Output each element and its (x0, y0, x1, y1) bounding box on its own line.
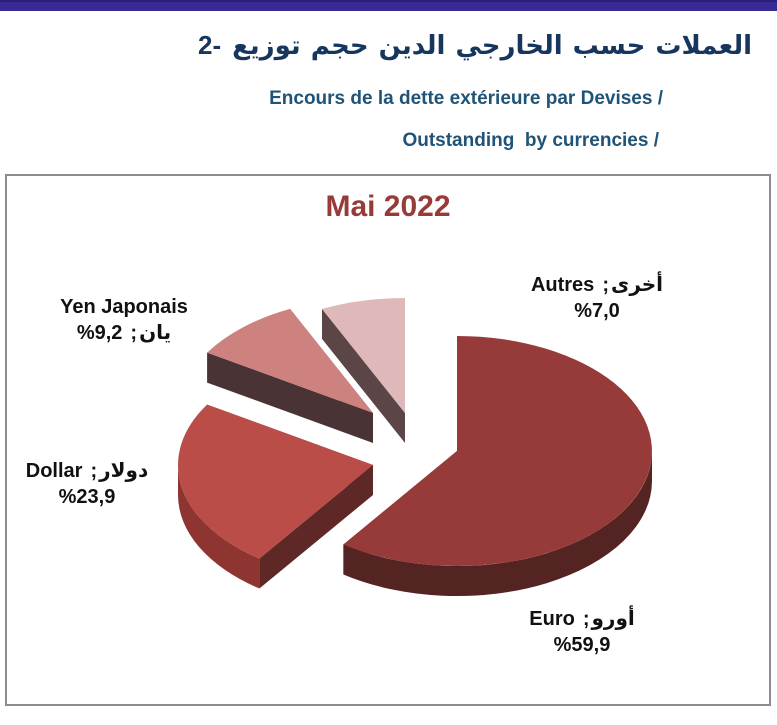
pie-slice-Dollar (178, 404, 373, 559)
label-name-arabic: دولار (99, 460, 149, 482)
title-word: العملات (655, 30, 752, 60)
top-accent-bar (0, 0, 777, 11)
pie-slice-Yen Japonais (207, 308, 373, 413)
pie-cut-face-Dollar (259, 465, 373, 589)
pie-rim-Dollar (177, 465, 260, 589)
label-percent: %23,9 (58, 486, 116, 508)
pie-label-euro: Euro; أورو %59,9 (462, 606, 702, 658)
title-word: توزيع (232, 30, 301, 60)
pie-cut-face-Autres (322, 308, 405, 443)
label-name-latin: Euro (529, 608, 575, 630)
label-separator: ; (90, 460, 98, 482)
label-name-latin: Yen Japonais (60, 296, 188, 318)
pie-label-dollar: Dollar; دولار %23,9 (7, 458, 167, 510)
page-title-arabic: 2- توزيع حجم الدين الخارجي حسب العملات (198, 30, 757, 61)
label-separator: ; (130, 322, 138, 344)
label-name-arabic: أورو (591, 608, 635, 630)
label-separator: ; (602, 274, 609, 296)
subtitle-english: Outstanding by currencies / (402, 130, 659, 151)
label-name-latin: Autres (530, 274, 595, 296)
title-word: حسب (572, 30, 646, 60)
label-percent: %59,9 (553, 634, 611, 656)
label-name-arabic: يان (139, 322, 172, 344)
chart-title: Mai 2022 (325, 190, 451, 223)
title-word: حجم (310, 30, 369, 60)
pie-cut-face-Yen Japonais (207, 352, 373, 443)
subtitle-french: Encours de la dette extérieure par Devis… (269, 88, 663, 109)
chart-panel: Mai 2022 Autres; أخرى %7,0 Yen Japonais %… (5, 174, 771, 706)
title-word: الدين (378, 30, 446, 60)
title-word: الخارجي (455, 30, 563, 60)
label-percent: %7,0 (574, 300, 620, 322)
pie-slice-Euro (343, 336, 652, 566)
pie-slice-Autres (322, 297, 405, 413)
pie-label-yen: Yen Japonais %9,2; يان (29, 294, 219, 346)
pie-chart (177, 297, 652, 597)
label-name-arabic: أخرى (610, 274, 664, 296)
title-number: 2- (198, 30, 222, 60)
pie-rim-Euro (343, 451, 652, 597)
pie-label-autres: Autres; أخرى %7,0 (477, 272, 717, 324)
label-separator: ; (582, 608, 590, 630)
label-percent: %9,2 (76, 322, 123, 344)
label-name-latin: Dollar (25, 460, 83, 482)
